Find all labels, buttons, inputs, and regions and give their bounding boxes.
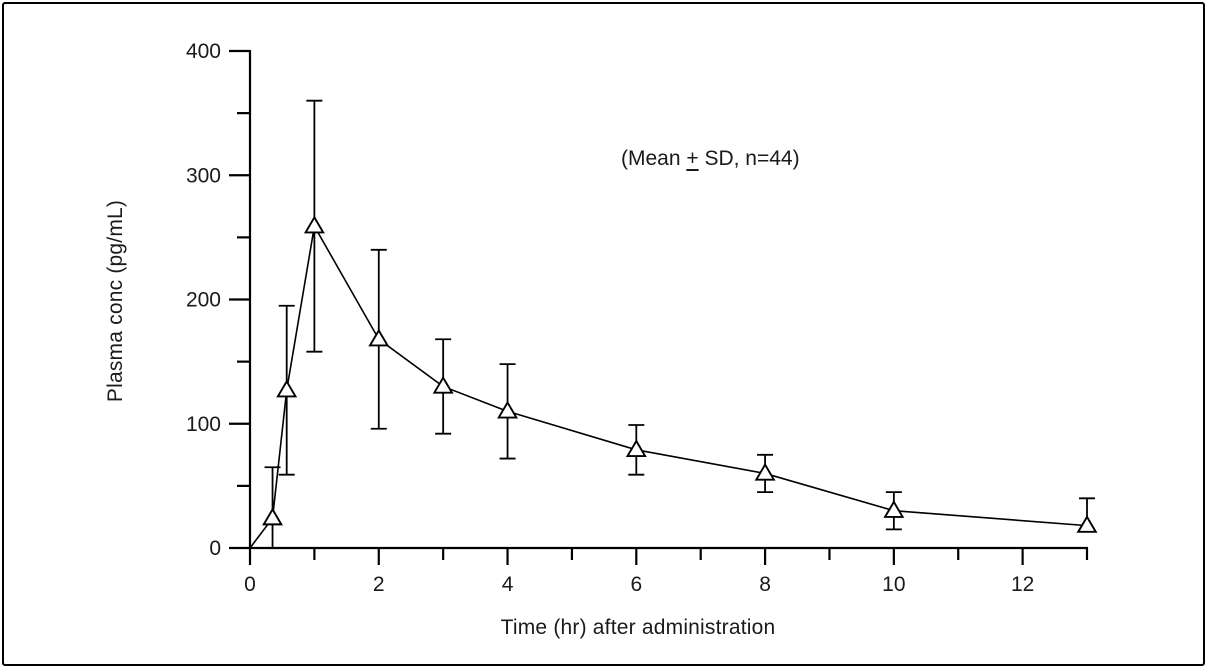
annotation-post: SD, n=44) (698, 147, 800, 170)
series-line (249, 223, 1088, 549)
annotation-pre: (Mean (621, 147, 687, 170)
x-tick-label: 6 (630, 573, 642, 596)
marker-triangle (754, 462, 776, 481)
y-axis-title: Plasma conc (pg/mL) (104, 199, 127, 403)
marker-triangle (368, 328, 390, 347)
x-tick-label: 8 (759, 573, 771, 596)
y-tick-label: 300 (186, 164, 221, 187)
marker-triangle (276, 379, 298, 398)
x-axis-title: Time (hr) after administration (500, 616, 776, 639)
y-tick-label: 100 (186, 413, 221, 436)
marker-triangle (625, 439, 647, 457)
marker-triangle (497, 400, 518, 419)
x-tick-label: 2 (373, 573, 385, 596)
x-tick-label: 10 (882, 573, 905, 596)
y-tick-label: 400 (186, 40, 221, 63)
marker-triangle (262, 507, 283, 526)
annotation-mean-sd: (Mean + SD, n=44) (621, 147, 800, 171)
plus-minus-symbol: + (686, 147, 699, 170)
x-tick-label: 4 (502, 573, 514, 596)
marker-triangle (883, 500, 905, 518)
y-tick-label: 200 (186, 289, 221, 312)
marker-triangle (303, 215, 325, 234)
x-tick-label: 12 (1011, 573, 1034, 596)
marker-triangle (1076, 514, 1098, 533)
y-tick-label: 0 (209, 537, 221, 560)
marker-triangle (432, 375, 454, 394)
x-tick-label: 0 (244, 573, 256, 596)
